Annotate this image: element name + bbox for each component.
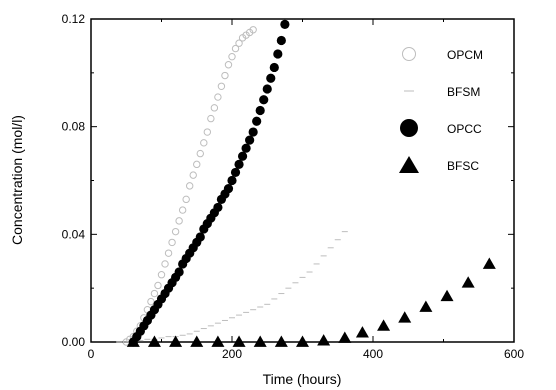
legend: OPCM BFSM OPCC BFSC	[399, 47, 483, 173]
point-bfsc	[147, 335, 161, 347]
point-opcc	[252, 116, 262, 126]
legend-label: BFSC	[447, 159, 479, 173]
point-bfsc	[253, 335, 267, 347]
y-tick-label: 0.04	[62, 227, 86, 241]
point-opcc	[266, 73, 276, 83]
point-opcm	[182, 195, 190, 204]
x-tick-label: 200	[222, 347, 242, 361]
point-opcm	[224, 61, 233, 69]
legend-label: BFSM	[447, 85, 480, 99]
point-bfsc	[169, 335, 183, 347]
point-opcc	[195, 232, 205, 242]
point-opcm	[228, 52, 236, 61]
point-opcm	[168, 238, 176, 247]
x-axis-title: Time (hours)	[263, 371, 342, 387]
point-opcc	[280, 19, 290, 29]
point-bfsc	[338, 331, 352, 343]
point-opcm	[217, 82, 226, 90]
point-opcm	[189, 171, 197, 179]
point-opcm	[249, 26, 257, 34]
legend-marker	[402, 47, 416, 61]
point-opcc	[269, 62, 279, 73]
point-opcc	[245, 135, 255, 145]
x-tick-label: 0	[88, 347, 95, 361]
point-opcc	[227, 175, 237, 186]
point-opcc	[273, 49, 283, 59]
series-bfsc	[126, 257, 496, 347]
point-opcm	[203, 128, 212, 136]
point-opcc	[241, 143, 251, 153]
point-opcm	[147, 297, 155, 306]
point-opcm	[210, 104, 219, 112]
point-opcm	[186, 182, 194, 190]
point-bfsc	[355, 326, 369, 338]
point-opcm	[207, 114, 215, 123]
series-opcm	[122, 26, 257, 346]
point-bfsc	[190, 335, 204, 347]
point-opcm	[150, 289, 159, 298]
point-opcc	[213, 202, 223, 213]
point-bfsc	[461, 276, 475, 288]
point-opcc	[255, 105, 265, 116]
point-bfsc	[419, 300, 433, 312]
point-bfsc	[211, 335, 225, 347]
point-opcm	[200, 139, 208, 147]
point-bfsc	[440, 289, 454, 302]
point-bfsc	[232, 335, 246, 347]
x-tick-label: 600	[504, 347, 524, 361]
x-tick-label: 400	[363, 347, 383, 361]
point-opcm	[196, 149, 204, 158]
point-opcm	[161, 260, 169, 268]
point-bfsc	[126, 335, 140, 347]
point-opcc	[237, 151, 248, 161]
point-opcm	[235, 39, 243, 47]
point-opcm	[164, 249, 173, 257]
plot-frame	[90, 18, 515, 343]
point-bfsc	[296, 335, 309, 347]
y-tick-label: 0.08	[62, 120, 86, 134]
legend-label: OPCM	[447, 48, 483, 62]
point-bfsc	[274, 335, 288, 347]
point-bfsc	[317, 334, 331, 346]
point-opcc	[174, 267, 184, 277]
point-opcc	[230, 167, 241, 178]
legend-marker	[400, 119, 418, 137]
axis-ticks: 0 200 400 600 0.00 0.04 0.08 0.12	[62, 12, 525, 361]
y-tick-label: 0.00	[62, 335, 86, 349]
legend-marker	[399, 156, 419, 173]
point-opcm	[178, 206, 187, 214]
point-bfsc	[482, 257, 496, 269]
point-opcm	[175, 217, 183, 225]
point-bfsc	[377, 319, 391, 331]
series-bfsm	[116, 231, 348, 343]
point-opcc	[259, 95, 269, 105]
point-opcc	[248, 127, 258, 137]
point-bfsc	[398, 311, 412, 323]
point-opcm	[171, 227, 180, 236]
data-marks	[116, 19, 496, 347]
point-opcm	[193, 160, 201, 169]
point-opcm	[231, 44, 240, 53]
series-opcc	[128, 19, 290, 347]
y-tick-label: 0.12	[62, 12, 86, 26]
point-opcc	[262, 84, 272, 94]
point-opcc	[234, 159, 244, 169]
point-opcm	[214, 93, 222, 101]
point-opcm	[157, 271, 166, 279]
point-opcc	[276, 35, 286, 46]
point-opcm	[154, 281, 162, 290]
legend-label: OPCC	[447, 122, 482, 136]
y-axis-title: Concentration (mol/l)	[9, 115, 25, 245]
point-opcm	[221, 71, 229, 80]
point-opcc	[223, 183, 234, 194]
